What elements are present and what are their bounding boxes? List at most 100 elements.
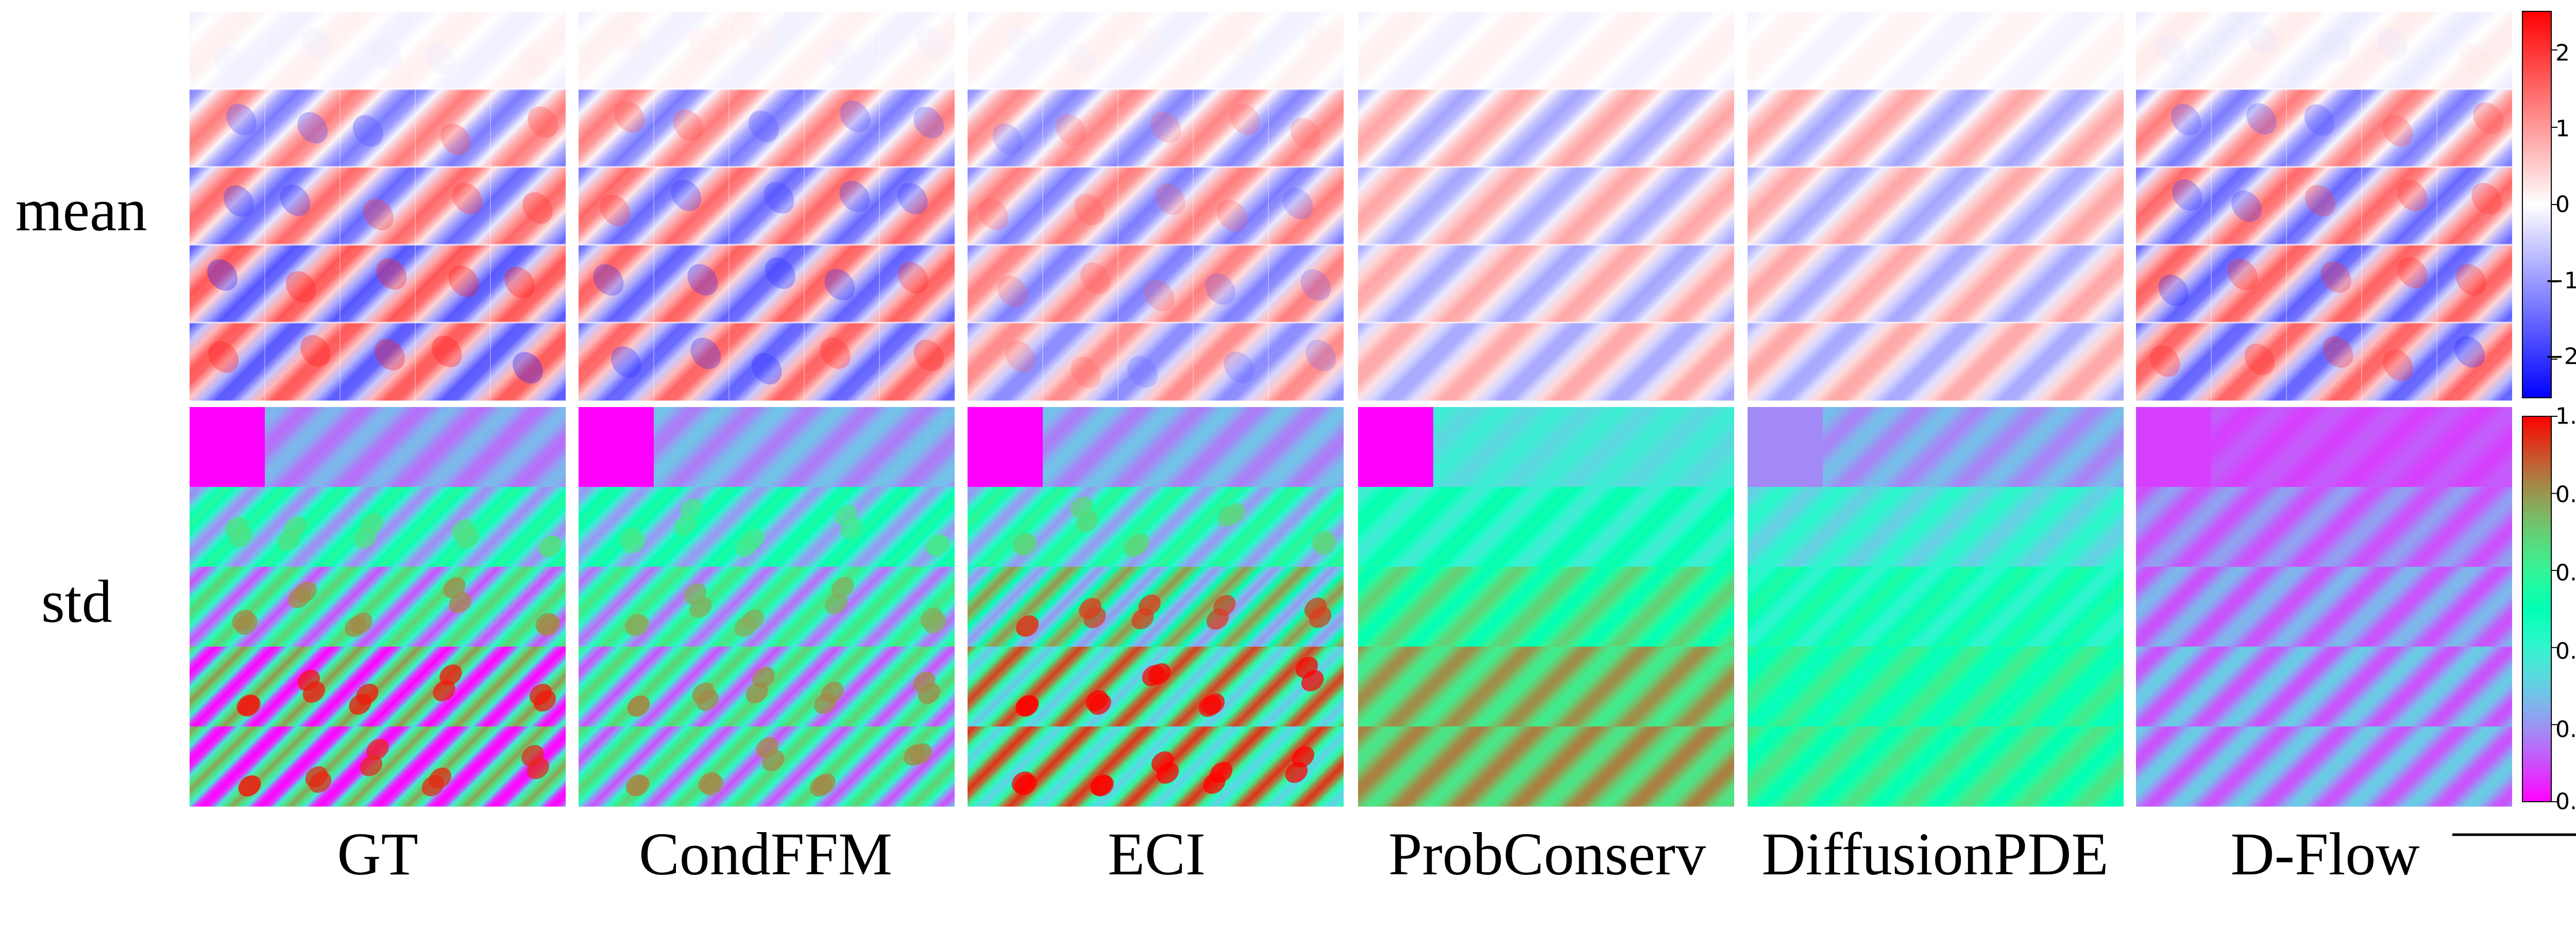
std-hotspot [1011, 771, 1034, 793]
std-panel-probconserv [1358, 407, 1734, 807]
mean-blob [593, 264, 624, 296]
std-hotspot [1138, 594, 1161, 616]
std-hotspot [238, 695, 261, 717]
mean-blob [671, 179, 702, 211]
mean-blob [992, 123, 1023, 155]
mean-band [579, 11, 955, 90]
mean-blob [997, 276, 1028, 308]
std-panel-gt [190, 407, 566, 807]
std-hotspot [302, 681, 325, 703]
mean-band [1358, 167, 1734, 245]
std-hotspot [309, 771, 332, 793]
mean-cbar-tick: 1 [2555, 115, 2570, 142]
std-hotspot [294, 581, 317, 603]
std-hotspot [535, 613, 558, 634]
mean-blob [2320, 261, 2351, 293]
std-cbar-tick: 0.2 [2555, 716, 2576, 743]
mean-band [1358, 11, 1734, 90]
std-hotspot [1016, 615, 1039, 637]
mean-blob [611, 346, 641, 378]
mean-blob [352, 115, 383, 147]
mean-blob [452, 182, 483, 214]
std-hotspot [925, 534, 948, 555]
mean-band [2136, 323, 2512, 401]
mean-band [190, 245, 566, 323]
std-colorbar [2522, 416, 2552, 802]
std-cbar-tick: 0.6 [2555, 560, 2576, 586]
std-hotspot [628, 695, 650, 717]
mean-band [2136, 11, 2512, 90]
mean-blob [897, 183, 928, 215]
mean-blob [913, 107, 944, 139]
mean-blob [2158, 275, 2189, 307]
row-label-std: std [41, 568, 112, 635]
mean-blob [2473, 102, 2504, 134]
mean-blob [2246, 103, 2277, 135]
std-band [1748, 487, 2124, 567]
std-hotspot [230, 526, 252, 548]
mean-blob [2382, 115, 2413, 147]
mean-blob [764, 182, 794, 214]
std-hotspot [1091, 775, 1114, 797]
mean-blob [1133, 28, 1164, 60]
std-hotspot [1210, 762, 1233, 783]
std-band [1748, 647, 2124, 727]
std-first-tile [190, 407, 265, 487]
std-hotspot [354, 527, 377, 549]
std-hotspot [1014, 535, 1038, 556]
std-hotspot [360, 755, 383, 776]
mean-blob [302, 28, 332, 60]
mean-band [2136, 245, 2512, 323]
row-label-mean: mean [15, 176, 147, 244]
mean-blob [517, 46, 548, 78]
std-band [2136, 487, 2512, 567]
std-band [2136, 567, 2512, 647]
mean-blob [690, 337, 721, 369]
mean-blob [840, 100, 871, 132]
mean-blob [2383, 349, 2413, 381]
std-panel-d-flow [2136, 407, 2512, 807]
mean-blob [528, 106, 558, 138]
mean-blob [1304, 23, 1335, 55]
mean-blob [1005, 341, 1036, 373]
std-hotspot [904, 744, 926, 766]
mean-blob [300, 335, 331, 367]
std-hotspot [814, 692, 837, 714]
mean-blob [614, 24, 645, 56]
mean-blob [2460, 43, 2490, 75]
std-hotspot [529, 684, 552, 705]
mean-blob [916, 25, 946, 57]
std-band [1358, 487, 1734, 567]
mean-blob [1127, 356, 1158, 388]
mean-blob [820, 337, 851, 369]
mean-blob [748, 110, 779, 142]
mean-band [968, 89, 1344, 167]
mean-blob [522, 192, 553, 224]
std-hotspot [1127, 533, 1150, 555]
mean-cbar-tick: −2 [2545, 343, 2576, 370]
mean-blob [1224, 351, 1255, 383]
mean-band [1748, 11, 2124, 90]
mean-colorbar [2522, 11, 2552, 398]
mean-blob [285, 271, 316, 303]
mean-blob [2471, 183, 2502, 215]
mean-blob [2455, 264, 2486, 296]
std-band [1358, 567, 1734, 647]
std-hotspot [356, 683, 379, 705]
std-hotspot [1156, 762, 1179, 784]
mean-blob [600, 194, 631, 226]
mean-band [968, 245, 1344, 323]
std-hotspot [1295, 656, 1318, 678]
std-hotspot [1076, 511, 1098, 532]
std-hotspot [1206, 608, 1229, 630]
mean-blob [2231, 190, 2262, 222]
mean-blob [2323, 336, 2353, 368]
column-label-dflow: D-Flow [2230, 820, 2420, 888]
mean-blob [1205, 273, 1235, 305]
column-label-diffusionpde: DiffusionPDE [1761, 820, 2109, 888]
mean-blob [363, 198, 394, 230]
mean-blob [897, 262, 928, 294]
mean-band [1748, 323, 2124, 401]
std-cbar-tick: 0.8 [2555, 481, 2576, 508]
std-hotspot [1285, 762, 1308, 783]
